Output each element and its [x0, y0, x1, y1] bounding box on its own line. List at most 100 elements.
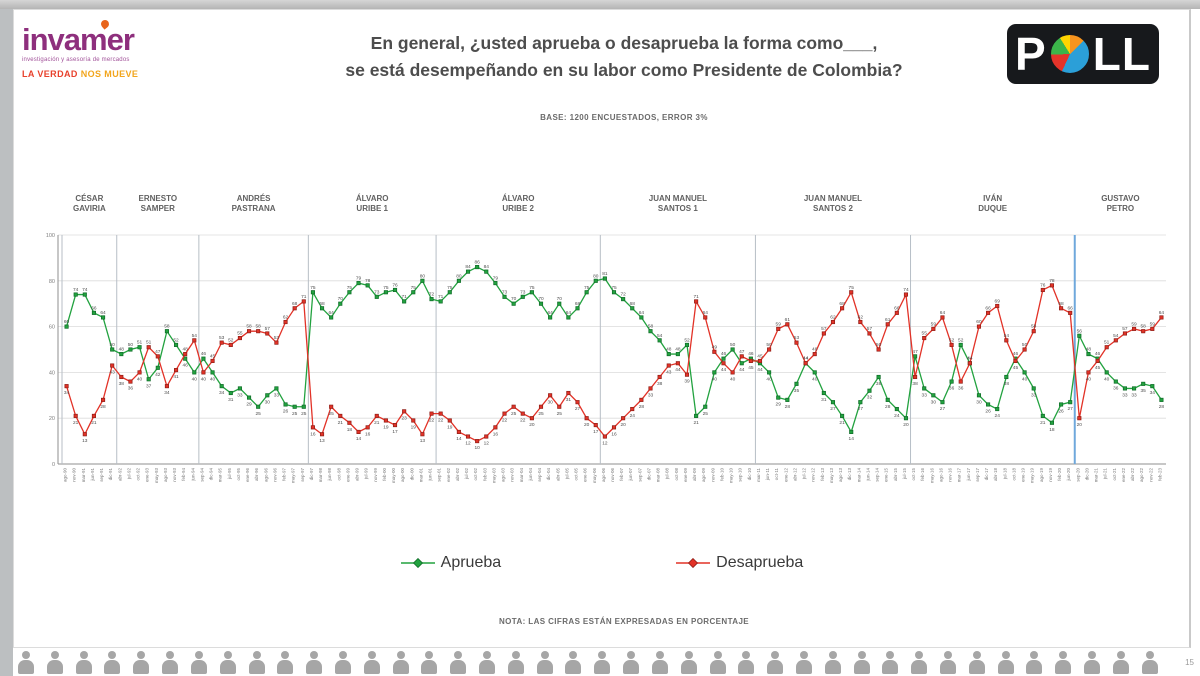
aprueba-marker	[438, 299, 443, 304]
aprueba-marker	[1022, 370, 1027, 375]
desaprueba-value-label: 51	[1104, 340, 1110, 346]
aprueba-marker	[922, 386, 927, 391]
aprueba-value-label: 21	[1040, 420, 1046, 426]
desaprueba-marker-icon	[676, 558, 711, 568]
aprueba-marker	[894, 406, 899, 412]
x-axis-tick-label: oct-18	[1011, 468, 1016, 481]
x-axis-tick-label: may-00	[391, 468, 396, 484]
x-axis-tick-label: jul-05	[564, 468, 569, 481]
desaprueba-marker	[529, 416, 534, 421]
x-axis-tick-label: sep-14	[875, 468, 880, 482]
desaprueba-value-label: 17	[392, 429, 398, 435]
aprueba-marker	[1086, 352, 1091, 357]
desaprueba-marker	[475, 439, 480, 444]
aprueba-marker	[557, 301, 562, 306]
aprueba-marker	[465, 269, 471, 274]
person-icon	[911, 651, 928, 675]
desaprueba-marker	[91, 413, 96, 418]
desaprueba-value-label: 48	[812, 347, 818, 353]
desaprueba-marker	[101, 397, 106, 402]
desaprueba-marker	[593, 423, 598, 428]
y-axis-tick-label: 0	[52, 462, 55, 468]
desaprueba-value-label: 43	[666, 370, 672, 376]
x-axis-tick-label: nov-09	[710, 468, 715, 482]
desaprueba-value-label: 66	[985, 305, 991, 311]
aprueba-marker	[511, 301, 516, 306]
desaprueba-value-label: 66	[1068, 305, 1074, 311]
aprueba-marker	[146, 377, 151, 382]
aprueba-marker	[475, 265, 480, 270]
aprueba-marker	[420, 278, 425, 283]
president-name: ERNESTO SAMPER	[139, 194, 178, 213]
x-axis-tick-label: abr-15	[893, 468, 898, 482]
x-axis-tick-label: nov-03	[510, 468, 515, 482]
x-axis-tick-label: ago-90	[63, 468, 68, 483]
desaprueba-marker	[849, 290, 854, 295]
aprueba-marker	[493, 281, 498, 286]
aprueba-marker	[256, 404, 261, 409]
desaprueba-marker	[885, 322, 890, 327]
desaprueba-value-label: 44	[675, 367, 681, 373]
person-icon	[190, 651, 207, 675]
aprueba-value-label: 80	[420, 273, 426, 279]
x-axis-tick-label: nov-16	[948, 468, 953, 482]
aprueba-marker	[383, 290, 388, 295]
desaprueba-value-label: 62	[830, 315, 836, 321]
aprueba-value-label: 73	[502, 289, 508, 295]
aprueba-value-label: 81	[602, 271, 608, 277]
aprueba-value-label: 29	[776, 402, 782, 408]
aprueba-marker	[1004, 374, 1009, 380]
aprueba-marker	[447, 290, 452, 295]
aprueba-value-label: 75	[310, 285, 316, 291]
desaprueba-value-label: 13	[420, 438, 426, 444]
desaprueba-marker	[776, 326, 781, 331]
x-axis-tick-label: ago-13	[838, 468, 843, 483]
desaprueba-marker	[310, 425, 315, 430]
desaprueba-value-label: 57	[867, 326, 873, 332]
desaprueba-value-label: 27	[575, 406, 581, 412]
desaprueba-value-label: 58	[246, 324, 252, 330]
x-axis-tick-label: feb-97	[282, 468, 287, 481]
aprueba-value-label: 25	[301, 411, 307, 417]
desaprueba-marker	[274, 340, 279, 345]
x-axis-tick-label: oct-21	[1112, 468, 1117, 481]
desaprueba-marker	[1059, 306, 1064, 311]
aprueba-marker	[283, 402, 288, 407]
desaprueba-value-label: 22	[429, 418, 435, 424]
desaprueba-marker	[858, 319, 863, 325]
slogan-nos-mueve: NOS MUEVE	[80, 69, 139, 79]
desaprueba-marker	[228, 342, 233, 347]
desaprueba-marker	[1013, 358, 1018, 364]
x-axis-tick-label: mar-11	[756, 468, 761, 482]
person-icon	[1026, 651, 1043, 675]
x-axis-tick-label: dic-07	[646, 468, 651, 481]
desaprueba-value-label: 40	[137, 376, 143, 382]
desaprueba-value-label: 44	[721, 367, 727, 373]
desaprueba-marker	[630, 406, 635, 412]
x-axis-tick-label: abr-18	[993, 468, 998, 482]
aprueba-value-label: 24	[995, 413, 1001, 419]
person-icon	[133, 651, 150, 675]
aprueba-value-label: 29	[246, 402, 252, 408]
aprueba-value-label: 25	[292, 411, 298, 417]
desaprueba-marker	[301, 299, 306, 304]
desaprueba-marker	[684, 372, 690, 377]
aprueba-value-label: 33	[237, 392, 243, 398]
desaprueba-marker	[812, 352, 817, 357]
window-top-bar	[0, 0, 1200, 9]
person-icon	[738, 651, 755, 675]
desaprueba-marker	[876, 347, 881, 352]
x-axis-tick-label: oct-98	[336, 468, 341, 481]
aprueba-value-label: 32	[867, 395, 873, 401]
aprueba-value-label: 26	[283, 408, 289, 414]
desaprueba-marker	[447, 418, 452, 423]
x-axis-tick-label: jul-12	[802, 468, 807, 481]
aprueba-marker	[712, 370, 717, 375]
aprueba-value-label: 70	[338, 296, 344, 302]
aprueba-marker	[484, 269, 489, 274]
desaprueba-marker	[265, 331, 270, 336]
aprueba-marker	[666, 352, 671, 357]
chart-legend: Aprueba Desaprueba	[14, 554, 1190, 572]
desaprueba-marker	[237, 336, 242, 341]
desaprueba-value-label: 19	[447, 424, 453, 430]
